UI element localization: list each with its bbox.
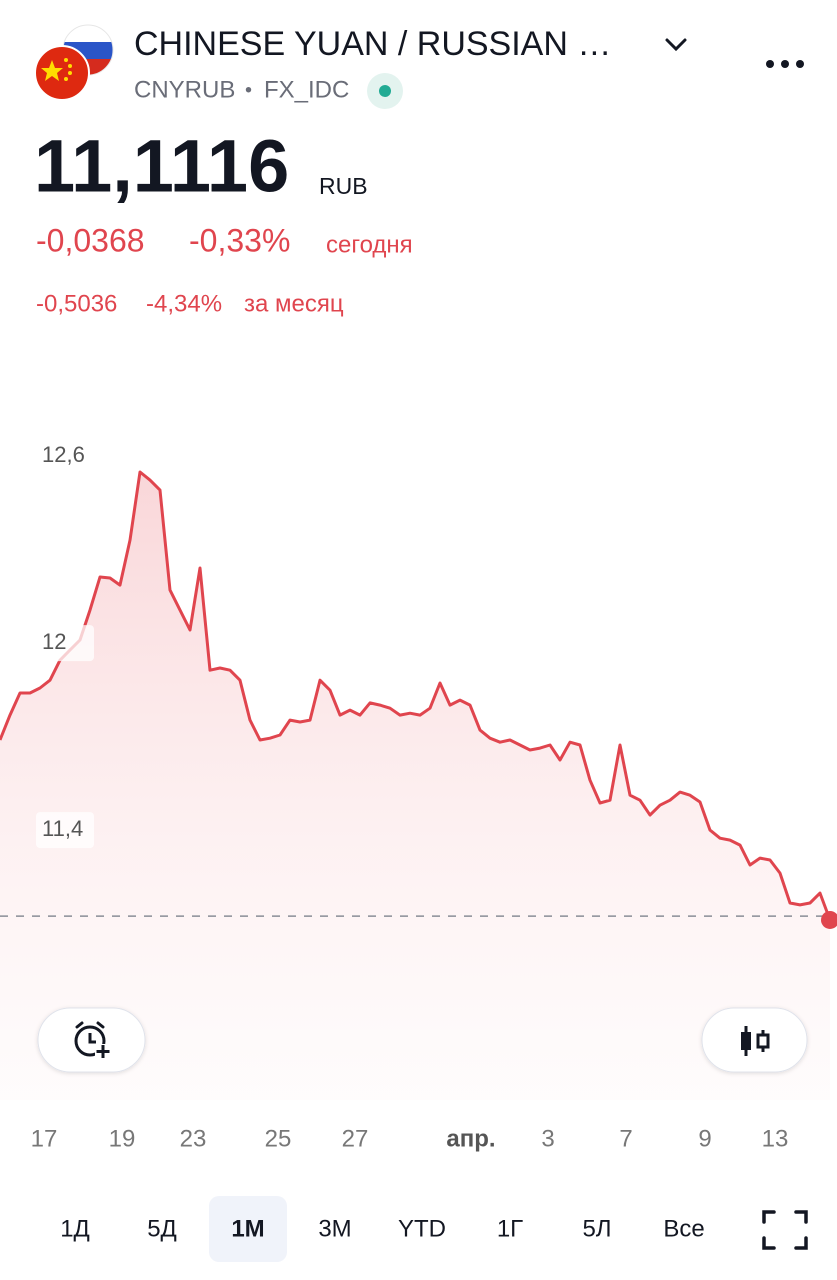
x-tick-label: 9 — [698, 1125, 711, 1152]
x-tick-label: 23 — [180, 1125, 207, 1152]
range-tab[interactable]: 5Л — [582, 1215, 611, 1242]
y-tick-label: 12 — [42, 629, 66, 654]
x-tick-label: 17 — [31, 1125, 58, 1152]
change-month: -0,5036 — [36, 290, 117, 317]
chart: 12,6 12 11,4 17 19 23 25 27 апр. 3 7 9 13 — [0, 438, 837, 1152]
range-tab[interactable]: 1Д — [60, 1215, 90, 1242]
range-tab[interactable]: Все — [663, 1215, 704, 1242]
flags — [34, 24, 114, 101]
change-day: -0,0368 — [36, 222, 145, 258]
tab-selected-bg — [209, 1196, 287, 1262]
y-tick-bg — [36, 812, 94, 849]
price: 11,1116 — [34, 125, 289, 208]
y-tick-bg — [36, 625, 94, 662]
y-tick-bg — [36, 438, 94, 475]
more-menu[interactable] — [766, 60, 804, 68]
range-tab[interactable]: 3М — [318, 1215, 351, 1242]
fullscreen-button[interactable] — [762, 1210, 808, 1250]
status-dot — [379, 85, 391, 97]
range-tab[interactable]: YTD — [398, 1215, 446, 1242]
x-tick-label: 19 — [109, 1125, 136, 1152]
x-tick-label: 25 — [265, 1125, 292, 1152]
symbol: CNYRUB — [134, 76, 235, 103]
x-tick-label: 3 — [541, 1125, 554, 1152]
x-tick-label: 13 — [762, 1125, 789, 1152]
last-point — [821, 910, 837, 929]
separator: • — [245, 79, 252, 101]
change-month-pct: -4,34% — [146, 290, 222, 317]
x-tick-label: апр. — [446, 1125, 495, 1152]
chart-style-button[interactable] — [701, 1007, 808, 1073]
y-tick-label: 11,4 — [42, 816, 83, 841]
range-tab[interactable]: 1М — [231, 1215, 264, 1242]
day-label: сегодня — [326, 231, 413, 258]
range-tab[interactable]: 5Д — [147, 1215, 177, 1242]
change-day-pct: -0,33% — [189, 222, 290, 258]
x-tick-label: 27 — [342, 1125, 369, 1152]
range-tabs: 1Д 5Д 1М 3М YTD 1Г 5Л Все — [60, 1196, 705, 1262]
currency: RUB — [319, 173, 368, 199]
price-line — [0, 470, 832, 921]
month-label: за месяц — [244, 290, 344, 317]
range-tab[interactable]: 1Г — [497, 1215, 523, 1242]
alert-button[interactable] — [37, 1007, 146, 1073]
y-tick-label: 12,6 — [42, 442, 85, 467]
area — [0, 472, 830, 1100]
title-dropdown[interactable] — [665, 38, 687, 52]
x-tick-label: 7 — [619, 1125, 632, 1152]
exchange: FX_IDC — [264, 76, 349, 103]
title: CHINESE YUAN / RUSSIAN … — [134, 25, 611, 63]
